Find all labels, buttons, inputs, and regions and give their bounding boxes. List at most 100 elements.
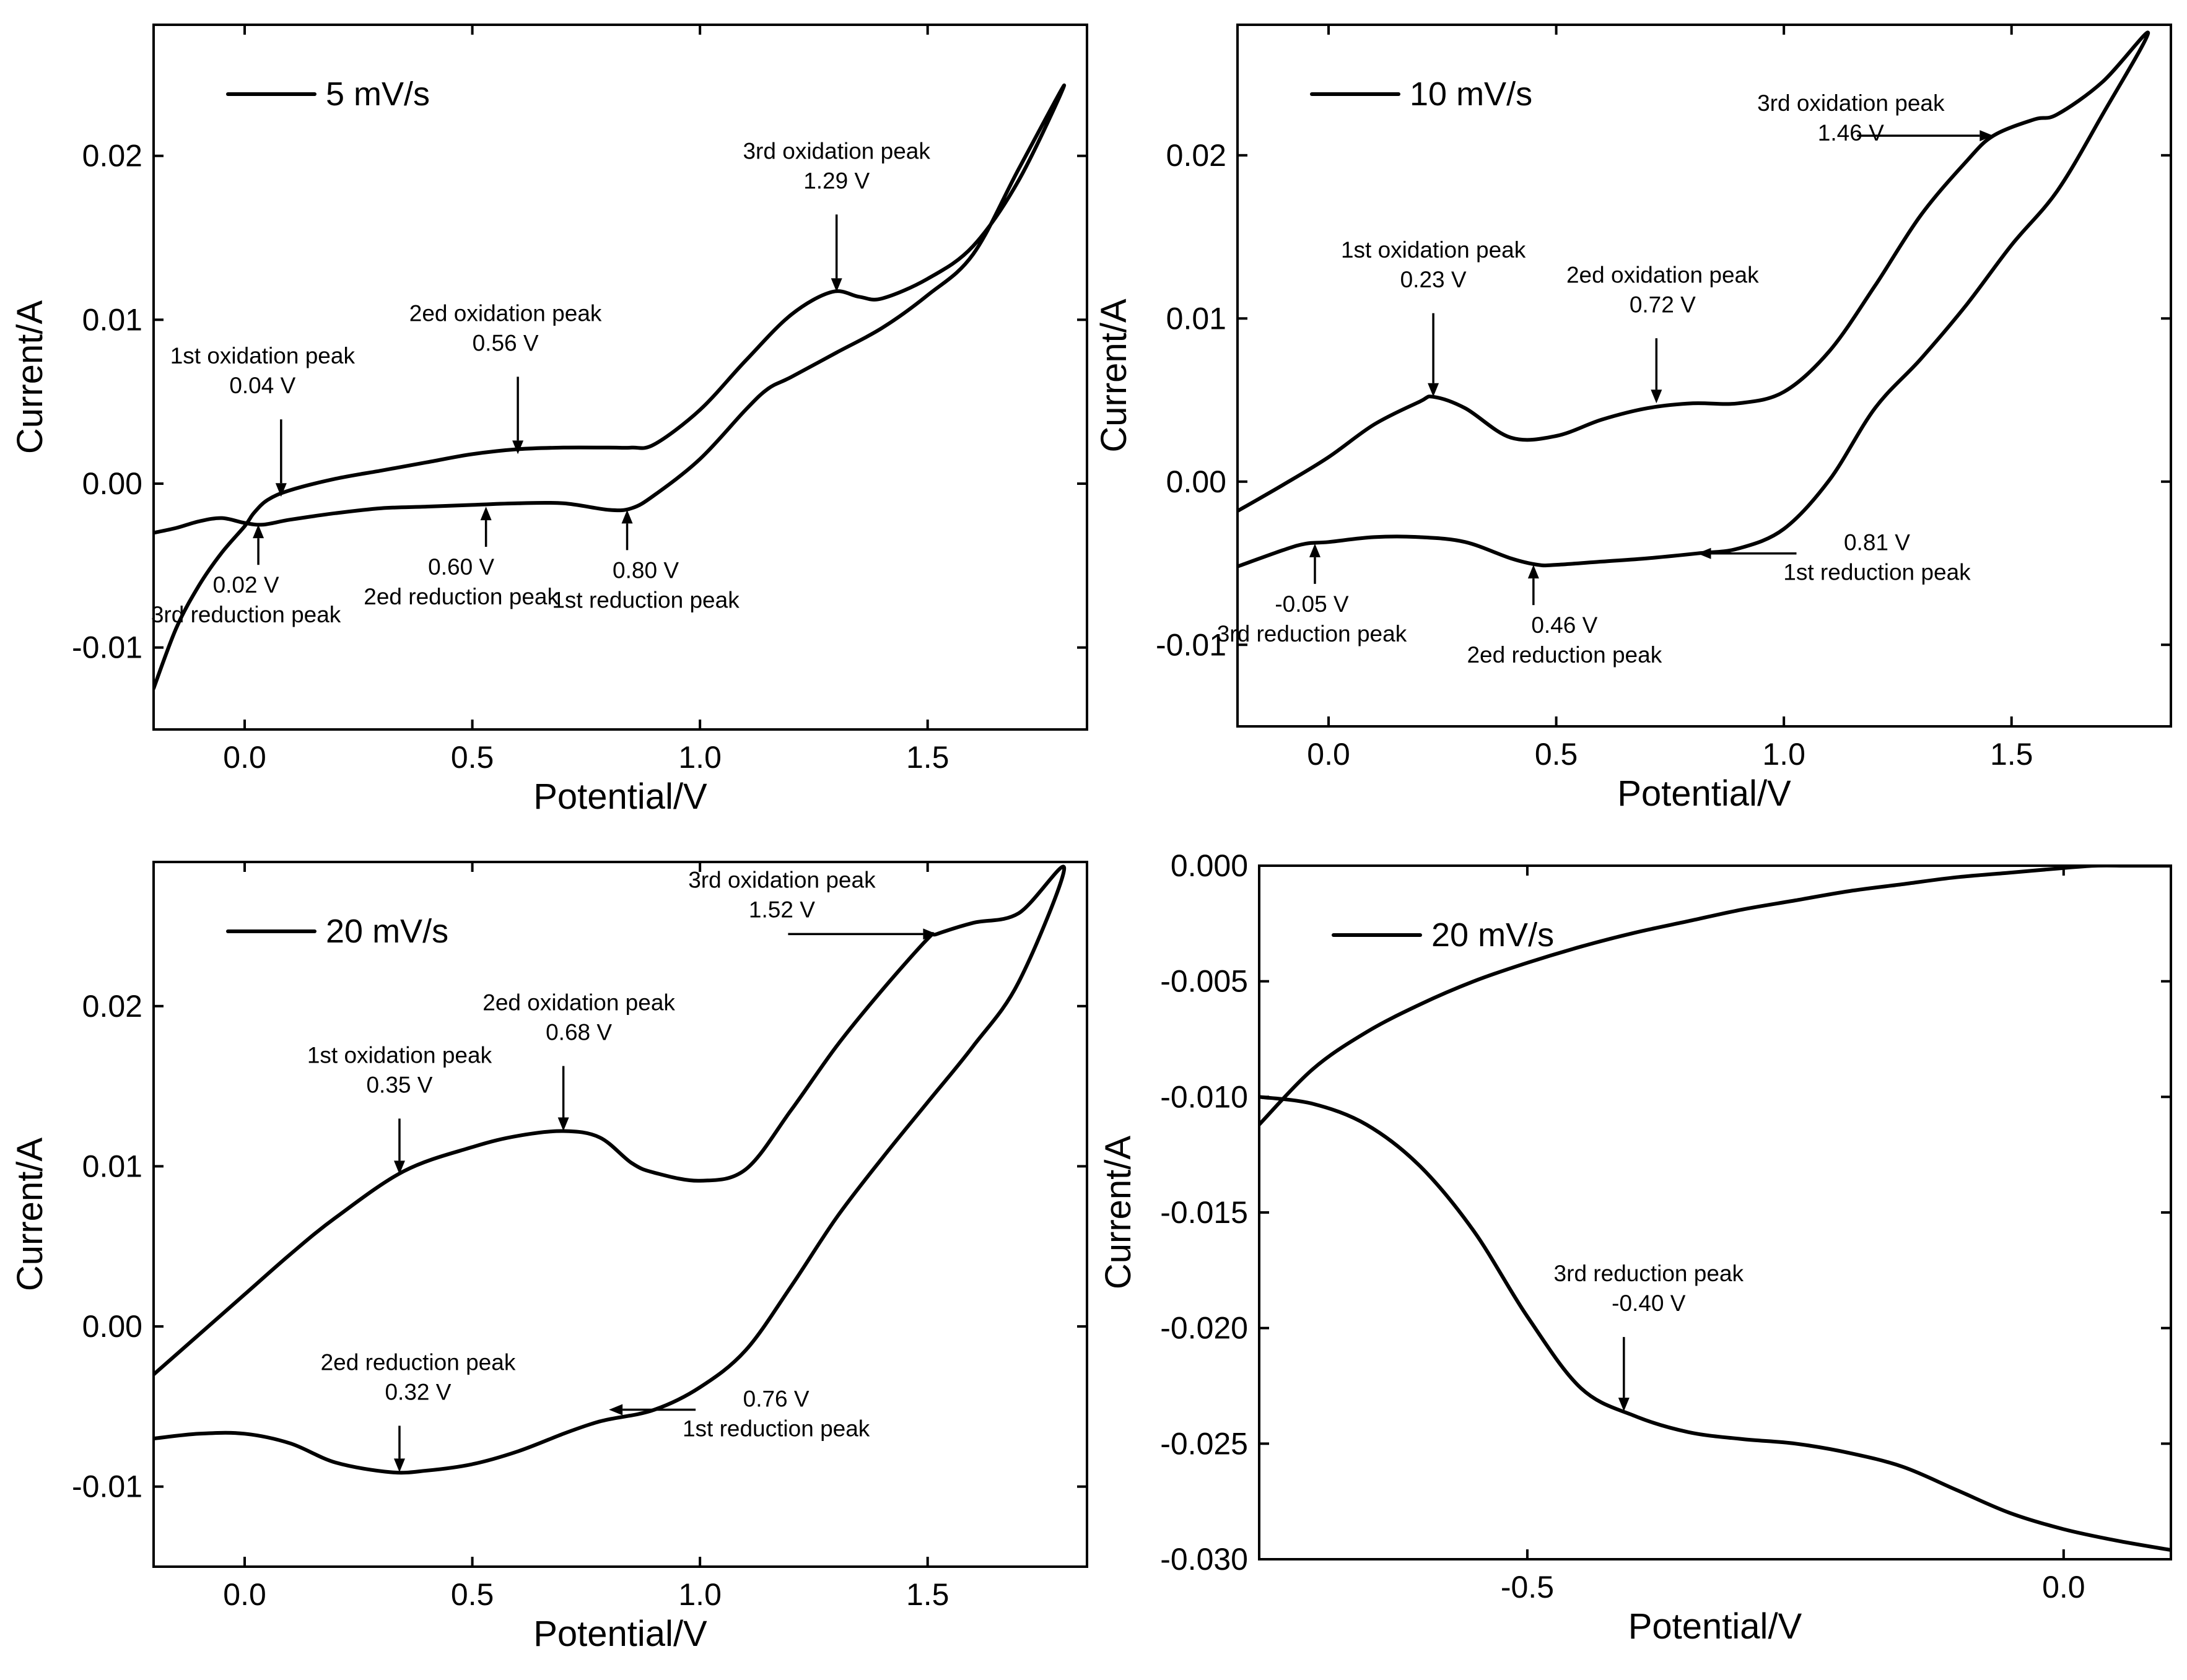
legend-label: 20 mV/s: [326, 913, 448, 950]
annotation-text: 1.52 V: [749, 897, 815, 922]
peak-annotation: 0.46 V 2ed reduction peak: [1467, 565, 1662, 668]
x-tick-label: 0.0: [223, 740, 266, 775]
annotation-text: 1st oxidation peak: [307, 1042, 492, 1068]
peak-annotation: 1st oxidation peak 0.04 V: [170, 343, 356, 497]
peak-annotation: 3rd oxidation peak 1.46 V: [1757, 90, 1994, 146]
annotation-text: 3rd oxidation peak: [688, 867, 876, 892]
x-axis-label: Potential/V: [533, 1614, 707, 1654]
annotation-text: 3rd oxidation peak: [743, 138, 930, 163]
annotation-arrowhead: [923, 928, 937, 940]
annotation-text: 2ed reduction peak: [1467, 642, 1662, 668]
annotation-text: 0.72 V: [1630, 292, 1696, 317]
annotation-text: 2ed oxidation peak: [1566, 262, 1759, 287]
y-axis-label: Current/A: [1094, 298, 1134, 453]
annotation-text: 0.60 V: [428, 554, 494, 580]
x-tick-label: 0.0: [1307, 737, 1350, 772]
annotation-text: 1st oxidation peak: [170, 343, 356, 368]
annotation-text: 3rd oxidation peak: [1757, 90, 1945, 116]
annotation-text: 0.46 V: [1531, 612, 1597, 638]
peak-annotation: 3rd oxidation peak 1.52 V: [688, 867, 937, 940]
y-tick-label: -0.010: [1160, 1079, 1248, 1114]
plot-frame: [152, 861, 1088, 1568]
y-tick-label: 0.00: [82, 1309, 142, 1344]
annotation-text: 2ed reduction peak: [364, 584, 559, 609]
x-tick-label: 0.0: [223, 1577, 266, 1612]
peak-annotation: 2ed oxidation peak 0.56 V: [409, 300, 602, 455]
peak-annotation: 0.80 V 1st reduction peak: [552, 510, 740, 612]
annotation-text: 1st reduction peak: [683, 1416, 870, 1442]
peak-annotation: 2ed oxidation peak 0.72 V: [1566, 262, 1759, 404]
legend-label: 5 mV/s: [326, 76, 430, 113]
annotation-text: 0.68 V: [546, 1020, 612, 1045]
y-tick-label: 0.01: [82, 1149, 142, 1183]
annotation-text: -0.40 V: [1612, 1290, 1686, 1316]
annotation-text: 2ed oxidation peak: [482, 990, 675, 1016]
x-tick-label: -0.5: [1501, 1570, 1554, 1604]
series-line-1: [154, 864, 1067, 1475]
annotation-text: 0.80 V: [613, 557, 679, 583]
peak-annotation: 0.81 V 1st reduction peak: [1697, 530, 1971, 585]
peak-annotation: 2ed reduction peak 0.32 V: [321, 1349, 516, 1473]
peak-annotation: 0.02 V 3rd reduction peak: [151, 524, 341, 627]
annotation-text: 3rd reduction peak: [1554, 1261, 1744, 1286]
y-axis-label: Current/A: [10, 300, 50, 455]
annotation-text: 0.23 V: [1400, 267, 1467, 292]
annotation-text: 0.76 V: [743, 1386, 810, 1412]
plot-frame: [1258, 864, 2172, 1560]
series-line-1: [1238, 30, 2150, 568]
chart-panel-2: 0.0 0.5 1.0 1.5 -0.01 0.00 0.01 0.02 Potential/V…: [1094, 24, 2172, 814]
annotation-text: 3rd reduction peak: [151, 602, 341, 627]
annotation-arrowhead: [621, 510, 633, 524]
peak-annotation: 0.60 V 2ed reduction peak: [364, 507, 559, 609]
annotation-text: 1st reduction peak: [1783, 560, 1971, 585]
annotation-arrowhead: [393, 1458, 405, 1473]
legend-label: 10 mV/s: [1410, 76, 1532, 113]
annotation-arrowhead: [1309, 543, 1320, 557]
peak-annotation: 1st oxidation peak 0.23 V: [1341, 237, 1526, 397]
annotation-text: -0.05 V: [1275, 591, 1349, 617]
y-tick-label: -0.005: [1160, 964, 1248, 999]
peak-annotation: 3rd reduction peak -0.40 V: [1554, 1261, 1744, 1412]
peak-annotation: 3rd oxidation peak 1.29 V: [743, 138, 930, 292]
legend-label: 20 mV/s: [1431, 916, 1554, 954]
annotation-text: 2ed oxidation peak: [409, 300, 602, 326]
x-tick-label: 0.5: [1535, 737, 1578, 772]
annotation-arrowhead: [1428, 383, 1439, 397]
annotation-arrowhead: [1527, 565, 1539, 579]
series-line-2: [1259, 1095, 2171, 1552]
y-tick-label: 0.02: [1166, 138, 1226, 173]
series-line-1: [154, 83, 1067, 690]
series-line-1: [1259, 866, 2171, 1127]
annotation-arrowhead: [1697, 547, 1711, 559]
y-axis-label: Current/A: [1098, 1136, 1138, 1290]
x-tick-label: 1.5: [906, 1577, 949, 1612]
x-tick-label: 1.5: [906, 740, 949, 775]
x-tick-label: 0.5: [451, 1577, 494, 1612]
y-tick-label: 0.000: [1171, 848, 1248, 883]
annotation-arrowhead: [480, 507, 492, 521]
annotation-text: 1st oxidation peak: [1341, 237, 1526, 263]
y-tick-label: 0.00: [1166, 464, 1226, 499]
peak-annotation: 0.76 V 1st reduction peak: [609, 1386, 870, 1442]
chart-panel-3: 0.0 0.5 1.0 1.5 -0.01 0.00 0.01 0.02 Potential/V…: [10, 861, 1088, 1654]
plot-frame: [152, 24, 1088, 731]
y-tick-label: -0.030: [1160, 1542, 1248, 1577]
annotation-arrowhead: [1618, 1398, 1630, 1412]
annotation-text: 1st reduction peak: [552, 587, 740, 612]
annotation-arrowhead: [1980, 130, 1994, 142]
y-tick-label: 0.02: [82, 139, 142, 173]
annotation-text: 0.81 V: [1844, 530, 1910, 555]
y-tick-label: -0.015: [1160, 1195, 1248, 1230]
x-axis-label: Potential/V: [1617, 773, 1791, 814]
y-tick-label: 0.01: [1166, 301, 1226, 336]
y-tick-label: 0.02: [82, 989, 142, 1024]
peak-annotation: 1st oxidation peak 0.35 V: [307, 1042, 492, 1175]
peak-annotation: 2ed oxidation peak 0.68 V: [482, 990, 675, 1131]
annotation-arrowhead: [512, 440, 524, 455]
peak-annotation: -0.05 V 3rd reduction peak: [1217, 543, 1407, 646]
annotation-text: 1.29 V: [803, 168, 870, 193]
annotation-arrowhead: [1651, 390, 1662, 404]
plot-frame: [1236, 24, 2172, 728]
x-tick-label: 1.0: [1762, 737, 1805, 772]
